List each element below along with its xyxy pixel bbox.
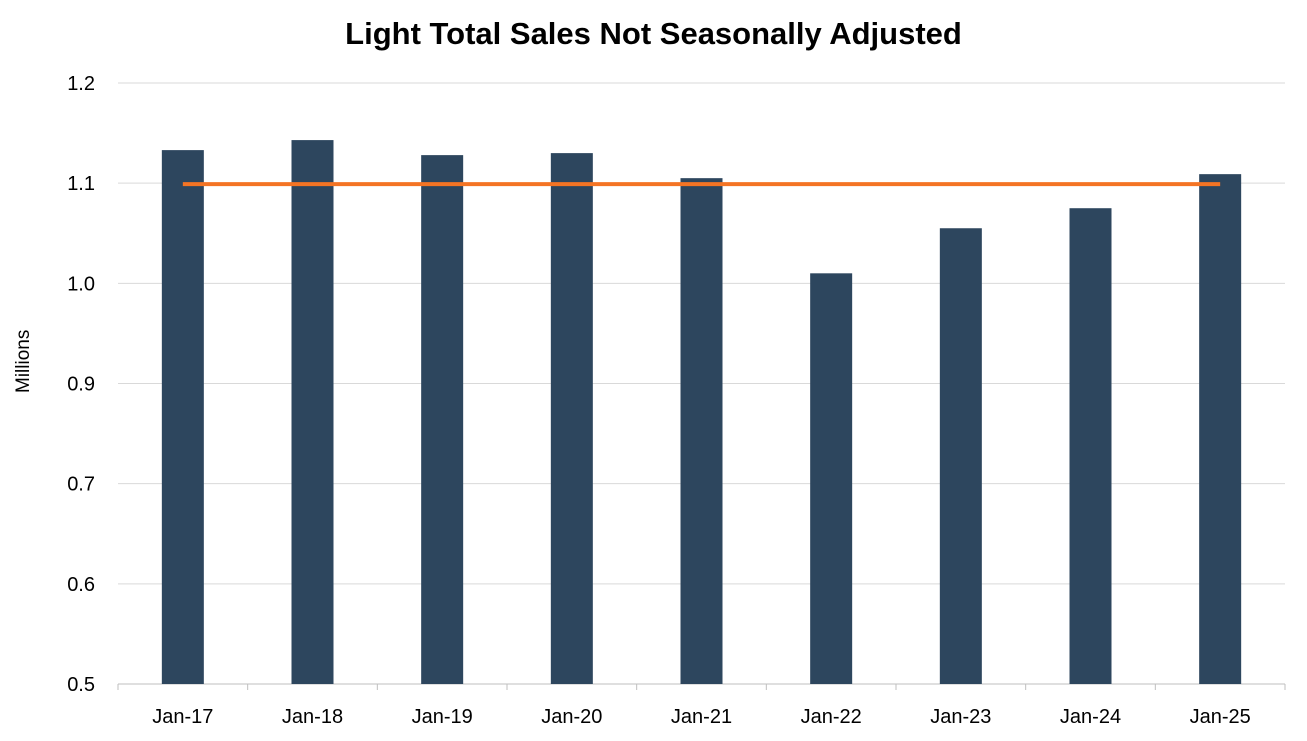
bar-jan-20 [550,153,593,684]
bar-jan-21 [680,178,723,685]
bar-jan-24 [1069,208,1112,685]
y-tick-label: 0.5 [67,674,95,696]
bar-jan-18 [291,140,334,685]
x-tick-label: Jan-19 [412,706,473,728]
bar-jan-25 [1199,174,1242,684]
y-tick-label: 1.2 [67,73,95,95]
x-tick-label: Jan-25 [1190,706,1251,728]
chart-title: Light Total Sales Not Seasonally Adjuste… [345,16,962,51]
x-tick-label: Jan-18 [282,706,343,728]
x-tick-label: Jan-22 [801,706,862,728]
y-tick-label: 0.6 [67,574,95,596]
y-tick-label: 1.0 [67,273,95,295]
x-tick-label: Jan-17 [152,706,213,728]
bar-jan-19 [421,155,464,684]
x-tick-label: Jan-20 [541,706,602,728]
bar-jan-17 [161,150,204,684]
y-tick-label: 0.7 [67,474,95,496]
bar-jan-23 [939,228,982,684]
x-tick-label: Jan-23 [930,706,991,728]
y-tick-label: 1.1 [67,173,95,195]
x-tick-label: Jan-24 [1060,706,1121,728]
bar-jan-22 [810,273,853,684]
x-tick-label: Jan-21 [671,706,732,728]
y-tick-label: 0.9 [67,374,95,396]
